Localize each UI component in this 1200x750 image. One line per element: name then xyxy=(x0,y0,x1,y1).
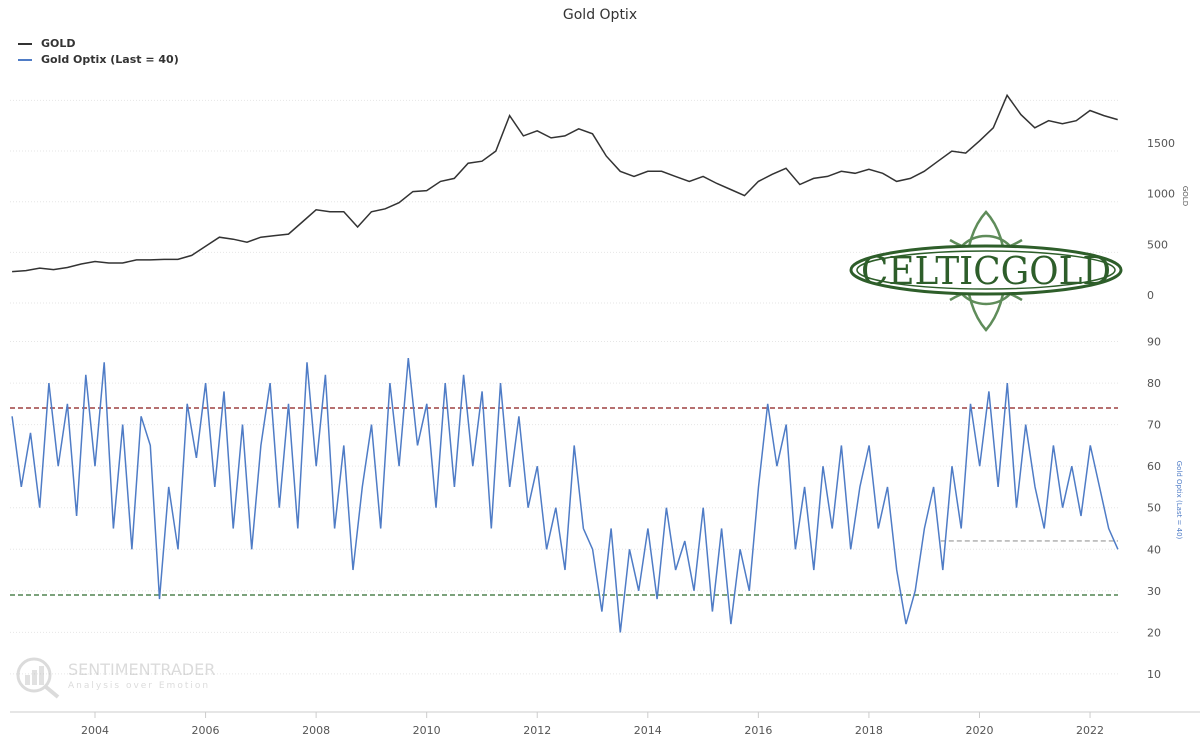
legend-swatch xyxy=(18,42,32,45)
legend-item-optix[interactable]: Gold Optix (Last = 40) xyxy=(18,53,179,66)
svg-text:Analysis over Emotion: Analysis over Emotion xyxy=(68,681,210,691)
y-tick-label-optix: 80 xyxy=(1147,377,1161,390)
y-tick-label-optix: 40 xyxy=(1147,543,1161,556)
gold-price-line xyxy=(12,93,1118,273)
y-tick-label-gold: 1000 xyxy=(1147,188,1175,201)
gold-optix-line xyxy=(11,358,1119,633)
y-tick-label-gold: 1500 xyxy=(1147,137,1175,150)
y-tick-label-gold: 500 xyxy=(1147,238,1168,251)
x-tick-label: 2016 xyxy=(744,724,772,737)
svg-text:SENTIMENTRADER: SENTIMENTRADER xyxy=(68,660,215,679)
y-tick-label-optix: 60 xyxy=(1147,460,1161,473)
legend-swatch xyxy=(18,58,32,61)
legend-item-gold[interactable]: GOLD xyxy=(18,37,76,50)
chart-title: Gold Optix xyxy=(562,7,638,23)
y-tick-label-optix: 50 xyxy=(1147,502,1161,515)
y-tick-label-optix: 30 xyxy=(1147,585,1161,598)
y-tick-label-optix: 90 xyxy=(1147,336,1161,349)
x-tick-label: 2008 xyxy=(302,724,330,737)
x-tick-label: 2004 xyxy=(81,724,109,737)
sentimentrader-watermark: SENTIMENTRADER Analysis over Emotion xyxy=(16,657,215,699)
x-tick-label: 2020 xyxy=(965,724,993,737)
y-tick-label-optix: 20 xyxy=(1147,626,1161,639)
x-tick-label: 2006 xyxy=(192,724,220,737)
x-tick-label: 2022 xyxy=(1076,724,1104,737)
y-tick-label-gold: 0 xyxy=(1147,289,1154,302)
svg-text:CELTICGOLD: CELTICGOLD xyxy=(861,249,1111,293)
legend-label: Gold Optix (Last = 40) xyxy=(41,53,179,66)
legend-label: GOLD xyxy=(41,37,76,50)
x-tick-label: 2018 xyxy=(855,724,883,737)
y-axis-title-gold: GOLD xyxy=(1181,186,1189,206)
x-tick-label: 2012 xyxy=(523,724,551,737)
celticgold-logo: CELTICGOLD xyxy=(849,210,1123,332)
y-tick-label-optix: 10 xyxy=(1147,668,1161,681)
y-axis-title-optix: Gold Optix (Last = 40) xyxy=(1175,461,1183,540)
x-tick-label: 2014 xyxy=(634,724,662,737)
x-tick-label: 2010 xyxy=(413,724,441,737)
y-tick-label-optix: 70 xyxy=(1147,419,1161,432)
